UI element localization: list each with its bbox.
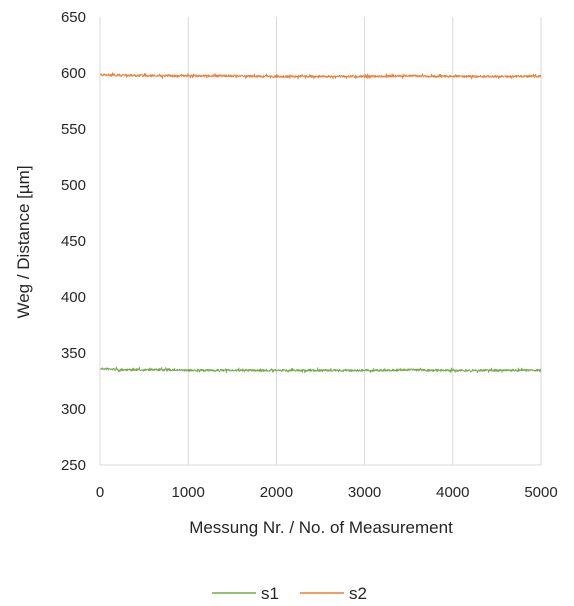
x-tick-label: 2000: [260, 484, 293, 501]
series-line-s2: [99, 72, 542, 80]
legend-label-s2: s2: [349, 584, 367, 603]
gridlines: [187, 17, 542, 465]
y-tick-label: 350: [61, 345, 86, 362]
x-tick-label: 5000: [524, 484, 557, 501]
axes: [99, 17, 541, 466]
legend-label-s1: s1: [261, 584, 279, 603]
y-tick-label: 550: [61, 121, 86, 138]
y-tick-label: 400: [61, 289, 86, 306]
legend: s1 s2: [212, 584, 367, 603]
y-tick-label: 300: [61, 401, 86, 418]
y-tick-label: 600: [61, 65, 86, 82]
y-tick-label: 450: [61, 233, 86, 250]
x-tick-label: 0: [96, 484, 104, 501]
x-tick-label: 4000: [436, 484, 469, 501]
series-line-s1: [99, 366, 542, 374]
series-lines: [99, 72, 542, 374]
y-axis-title: Weg / Distance [µm]: [14, 165, 33, 318]
y-tick-label: 500: [61, 177, 86, 194]
y-tick-label: 250: [61, 457, 86, 474]
y-tick-label: 650: [61, 9, 86, 26]
x-axis-title: Messung Nr. / No. of Measurement: [189, 518, 453, 537]
tick-labels: 250 300 350 400 450 500 550 600 650 0 1000 2000 3000…: [61, 9, 558, 501]
x-tick-label: 1000: [172, 484, 205, 501]
x-tick-label: 3000: [348, 484, 381, 501]
